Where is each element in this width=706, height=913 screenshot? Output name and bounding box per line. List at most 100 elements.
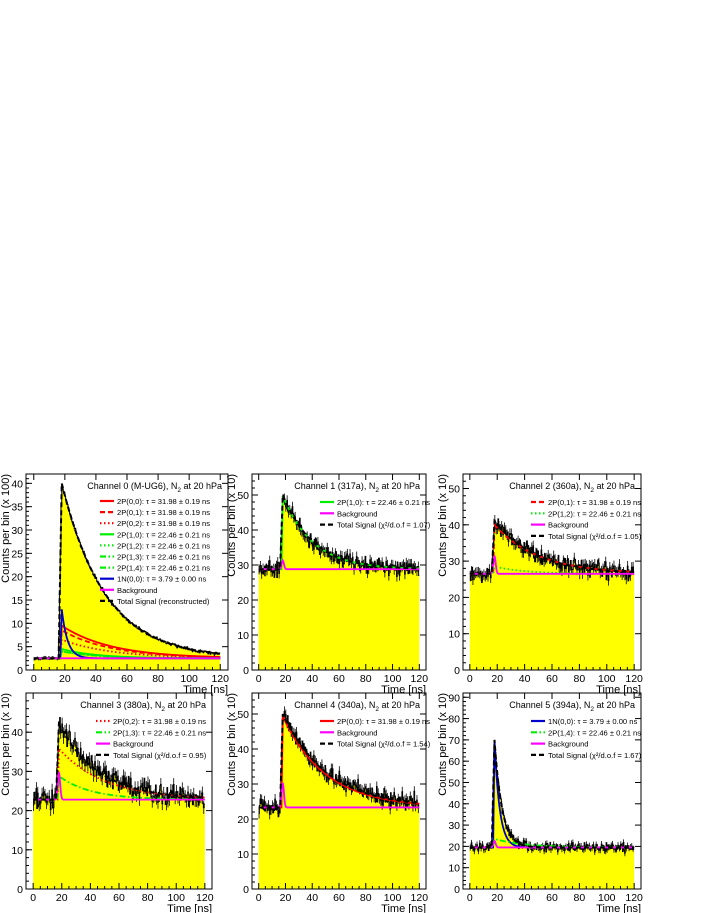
y-tick-label: 0 — [243, 884, 249, 896]
chart-title: Channel 2 (360a), N2 at 20 hPa — [509, 481, 635, 494]
y-tick-label: 30 — [11, 525, 23, 537]
x-tick-label: 80 — [360, 892, 372, 904]
x-tick-label: 20 — [280, 673, 292, 685]
y-axis-title: Counts per bin (x 10) — [437, 474, 449, 577]
y-tick-label: 20 — [448, 841, 460, 853]
y-tick-label: 10 — [237, 630, 249, 642]
y-tick-label: 50 — [237, 709, 249, 721]
legend-label: 2P(0,0): τ = 31.98 ± 0.19 ns — [117, 497, 210, 506]
x-tick-label: 40 — [306, 892, 318, 904]
histogram-fill — [469, 745, 635, 889]
x-tick-label: 60 — [113, 892, 125, 904]
legend-label: 2P(1,0): τ = 22.46 ± 0.21 ns — [337, 498, 430, 507]
chart-title: Channel 3 (380a), N2 at 20 hPa — [80, 700, 206, 713]
legend-label: 2P(1,3): τ = 22.46 ± 0.21 ns — [117, 553, 210, 562]
x-tick-label: 100 — [384, 673, 402, 685]
x-tick-label: 60 — [546, 892, 558, 904]
chart-title: Channel 4 (340a), N2 at 20 hPa — [294, 700, 420, 713]
x-tick-label: 40 — [90, 673, 102, 685]
x-tick-label: 100 — [180, 673, 198, 685]
x-tick-label: 0 — [256, 673, 262, 685]
component-curve-0 — [258, 495, 420, 571]
y-tick-label: 30 — [448, 556, 460, 568]
legend-label: Background — [117, 586, 158, 595]
panel-0: 0 20 40 60 80 100 120 0 5 10 15 20 25 30 35 40 Time [ns]… — [0, 473, 229, 696]
chart-title: Channel 1 (317a), N2 at 20 hPa — [294, 481, 420, 494]
x-tick-label: 120 — [411, 673, 429, 685]
y-axis-title: Counts per bin (x 10) — [0, 693, 12, 796]
y-tick-label: 50 — [237, 490, 249, 502]
y-tick-label: 10 — [11, 845, 23, 857]
x-tick-label: 60 — [121, 673, 133, 685]
legend-label: 2P(0,1): τ = 31.98 ± 0.19 ns — [117, 508, 210, 517]
chart-title: Channel 5 (394a), N2 at 20 hPa — [509, 700, 635, 713]
x-tick-label: 0 — [467, 673, 473, 685]
legend-label: Background — [548, 521, 589, 530]
y-tick-label: 80 — [448, 714, 460, 726]
legend-label: Background — [548, 740, 589, 749]
x-tick-label: 80 — [360, 673, 372, 685]
legend-label: Background — [337, 509, 378, 518]
x-tick-label: 120 — [211, 673, 229, 685]
plot-area — [469, 739, 635, 889]
y-tick-label: 50 — [448, 777, 460, 789]
x-tick-label: 20 — [491, 673, 503, 685]
component-curve-2 — [33, 638, 221, 660]
plot-area — [33, 483, 221, 670]
y-tick-label: 10 — [237, 849, 249, 861]
legend-label: 2P(1,4): τ = 22.46 ± 0.21 ns — [548, 728, 641, 737]
panel-5: 0 20 40 60 80 100 120 0 10 20 30 40 50 60 70 80 90 Time [… — [437, 692, 643, 913]
y-tick-label: 30 — [237, 779, 249, 791]
legend-label: 2P(1,0): τ = 22.46 ± 0.21 ns — [117, 530, 210, 539]
y-tick-label: 30 — [448, 820, 460, 832]
legend-label: Total Signal (χ²/d.o.f = 1.54) — [337, 740, 431, 749]
y-tick-label: 40 — [11, 478, 23, 490]
legend-label: 2P(0,0): τ = 31.98 ± 0.19 ns — [337, 717, 430, 726]
total-signal-curve — [469, 518, 635, 575]
legend-label: 1N(0,0): τ = 3.79 ± 0.00 ns — [117, 575, 206, 584]
y-tick-label: 20 — [237, 595, 249, 607]
y-tick-label: 0 — [243, 665, 249, 677]
x-tick-label: 40 — [85, 892, 97, 904]
component-curve-1 — [33, 774, 205, 801]
legend-label: 2P(1,4): τ = 22.46 ± 0.21 ns — [117, 564, 210, 573]
x-tick-label: 0 — [467, 892, 473, 904]
x-tick-label: 40 — [519, 673, 531, 685]
y-tick-label: 60 — [448, 756, 460, 768]
legend-label: 2P(0,1): τ = 31.98 ± 0.19 ns — [548, 498, 641, 507]
y-axis-title: Counts per bin (x 100) — [0, 474, 12, 583]
histogram-fill — [258, 498, 420, 670]
y-tick-label: 25 — [11, 548, 23, 560]
legend-label: Total Signal (χ²/d.o.f = 0.95) — [113, 751, 207, 760]
background-curve — [258, 782, 420, 809]
x-axis-title: Time [ns] — [381, 903, 426, 913]
panel-4: 0 20 40 60 80 100 120 0 10 20 30 40 50 Time [ns] Count… — [226, 692, 431, 913]
x-tick-label: 40 — [519, 892, 531, 904]
y-tick-label: 15 — [11, 595, 23, 607]
x-axis-title: Time [ns] — [596, 903, 641, 913]
x-tick-label: 20 — [56, 892, 68, 904]
component-curve-0 — [258, 716, 420, 809]
y-tick-label: 10 — [448, 629, 460, 641]
x-tick-label: 0 — [256, 892, 262, 904]
y-tick-label: 20 — [237, 814, 249, 826]
plot-area — [258, 706, 420, 889]
histogram-fill — [33, 484, 221, 670]
background-curve — [469, 555, 635, 575]
x-tick-label: 120 — [625, 892, 643, 904]
x-tick-label: 80 — [574, 892, 586, 904]
legend-label: 2P(0,2): τ = 31.98 ± 0.19 ns — [113, 717, 206, 726]
x-tick-label: 100 — [167, 892, 185, 904]
total-signal-curve — [258, 713, 420, 809]
x-tick-label: 60 — [546, 673, 558, 685]
x-tick-label: 100 — [598, 892, 616, 904]
legend-label: Total Signal (reconstructed) — [117, 597, 210, 606]
component-curve-1 — [469, 837, 635, 849]
legend-label: Background — [113, 740, 154, 749]
x-tick-label: 60 — [333, 673, 345, 685]
plot-area — [469, 515, 635, 670]
x-tick-label: 100 — [384, 892, 402, 904]
x-tick-label: 0 — [31, 673, 37, 685]
